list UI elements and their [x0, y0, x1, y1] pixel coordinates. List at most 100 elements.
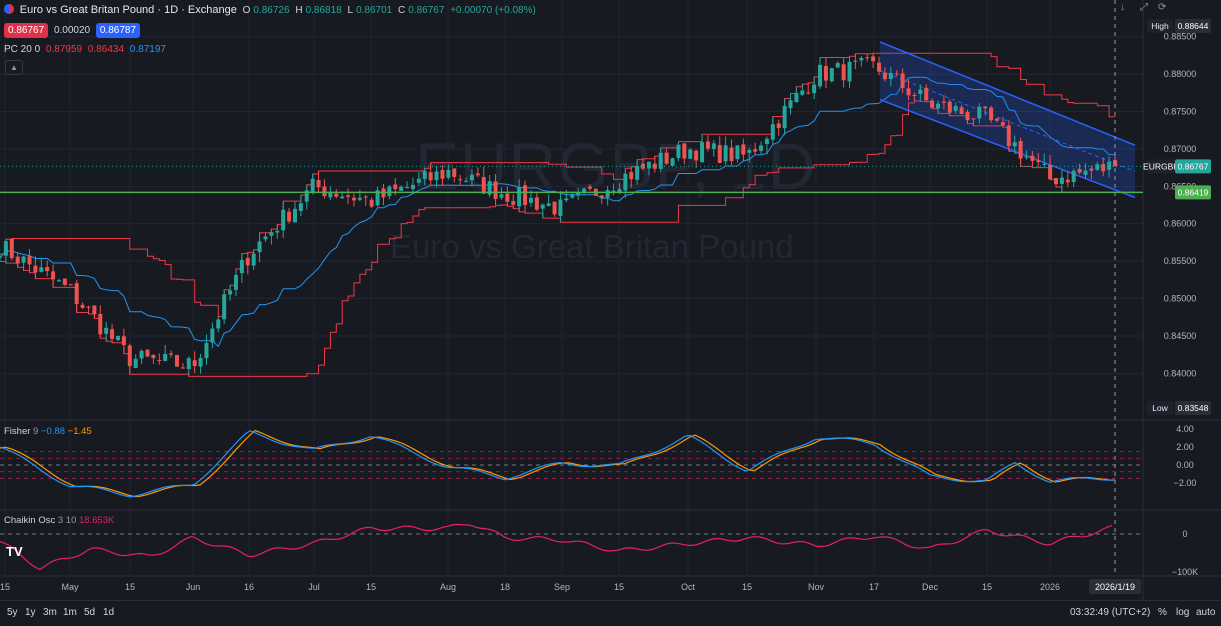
candle-body [3, 241, 8, 256]
refresh-icon[interactable]: ⟳ [1158, 2, 1167, 13]
candle-body [617, 189, 622, 193]
candle-body [729, 147, 734, 161]
regression-channel-fill[interactable] [880, 41, 1135, 198]
price-channel-legend[interactable]: PC 20 0 0.87959 0.86434 0.87197 [4, 44, 169, 55]
candle-body [410, 184, 415, 190]
candle-body [859, 57, 864, 61]
candle-body [487, 181, 492, 195]
candle-body [641, 163, 646, 169]
candle-body [694, 150, 699, 161]
time-tick-label: 15 [982, 582, 992, 592]
auto-scale-button[interactable]: auto [1196, 607, 1216, 618]
candle-body [1059, 177, 1064, 184]
candle-body [564, 198, 569, 201]
timeframe-5y[interactable]: 5y [7, 607, 18, 618]
candle-body [711, 143, 716, 149]
candle-body [788, 100, 793, 109]
time-tick-label: 15 [0, 582, 10, 592]
candle-body [440, 169, 445, 179]
candle-body [983, 106, 988, 109]
candle-body [340, 196, 345, 199]
symbol-tag-value: 0.86767 [1178, 161, 1209, 171]
candle-body [853, 60, 858, 62]
candle-body [428, 172, 433, 181]
candle-body [210, 328, 215, 343]
candle-body [174, 355, 179, 367]
fisher-tick-label: 2.00 [1176, 442, 1194, 452]
candle-body [735, 145, 740, 160]
low-value: 0.83548 [1178, 403, 1209, 413]
candle-body [475, 173, 480, 176]
crosshair-date-label: 2026/1/19 [1095, 582, 1135, 592]
candle-body [877, 62, 882, 72]
time-tick-label: 15 [614, 582, 624, 592]
candle-body [676, 144, 681, 159]
candle-body [357, 197, 362, 200]
candle-body [216, 319, 221, 329]
fisher-legend[interactable]: Fisher 9 −0.88 −1.45 [4, 426, 92, 437]
price-tick-label: 0.84000 [1164, 368, 1197, 378]
candle-body [812, 84, 817, 94]
symbol-title[interactable]: Euro vs Great Britan Pound · 1D · Exchan… [19, 4, 237, 16]
sell-button[interactable]: 0.86767 [4, 23, 49, 38]
tradingview-logo-icon[interactable]: TV [6, 544, 23, 559]
candle-body [517, 187, 522, 207]
arrow-down-icon[interactable]: ↓ [1120, 2, 1125, 13]
candle-body [1054, 178, 1059, 185]
low-value-bg [1175, 401, 1211, 415]
candle-body [316, 179, 321, 188]
log-scale-button[interactable]: log [1176, 607, 1190, 618]
candle-body [505, 193, 510, 202]
candle-body [151, 354, 156, 359]
candle-body [9, 238, 14, 259]
low-label: Low [1152, 403, 1168, 413]
candle-body [511, 201, 516, 205]
timeframe-3m[interactable]: 3m [43, 607, 57, 618]
candle-body [924, 87, 929, 101]
time-tick-label: Jun [186, 582, 201, 592]
fullscreen-icon[interactable]: ⤢ [1140, 2, 1148, 13]
candle-body [936, 103, 941, 109]
candle-body [576, 192, 581, 196]
candle-body [971, 118, 976, 120]
price-tick-label: 0.84500 [1164, 331, 1197, 341]
candle-body [888, 73, 893, 80]
candle-body [458, 179, 463, 181]
watermark-description: Euro vs Great Britan Pound [390, 228, 794, 265]
candle-body [422, 171, 427, 179]
chaikin-tick-label: −100K [1172, 567, 1198, 577]
candle-body [186, 358, 191, 370]
candle-body [322, 186, 327, 197]
price-channel-lower [0, 100, 1115, 377]
candle-body [251, 253, 256, 266]
timeframe-5d[interactable]: 5d [84, 607, 96, 618]
collapse-legend-button[interactable]: ▲ [5, 60, 23, 75]
buy-button[interactable]: 0.86787 [95, 23, 141, 38]
hline-value: 0.86419 [1178, 187, 1209, 197]
percent-scale-button[interactable]: % [1158, 607, 1167, 618]
candle-body [700, 142, 705, 163]
candle-body [794, 92, 799, 103]
candle-body [823, 66, 828, 81]
symbol-legend[interactable]: Euro vs Great Britan Pound · 1D · Exchan… [4, 4, 539, 16]
clock-readout[interactable]: 03:32:49 (UTC+2) [1070, 607, 1151, 618]
candle-body [145, 349, 150, 357]
candle-body [682, 143, 687, 159]
candle-body [133, 358, 138, 369]
timeframe-1m[interactable]: 1m [63, 607, 77, 618]
price-channel-upper [0, 52, 1115, 317]
chart-canvas[interactable]: Fisher 9 −0.88 −1.45 Chaikin Osc 3 10 18.… [0, 0, 1221, 600]
timeframe-1y[interactable]: 1y [25, 607, 36, 618]
regression-lower-line[interactable] [879, 98, 1136, 199]
price-tick-label: 0.85500 [1164, 256, 1197, 266]
candle-body [871, 56, 876, 62]
chaikin-line [0, 523, 1113, 571]
candle-body [363, 196, 368, 198]
chaikin-legend[interactable]: Chaikin Osc 3 10 18.653K [4, 515, 115, 526]
regression-upper-line[interactable] [879, 41, 1136, 146]
candle-body [163, 353, 168, 362]
candle-body [121, 336, 126, 346]
timeframe-1d[interactable]: 1d [103, 607, 115, 618]
fisher-tick-label: 0.00 [1176, 460, 1194, 470]
candle-body [375, 190, 380, 206]
